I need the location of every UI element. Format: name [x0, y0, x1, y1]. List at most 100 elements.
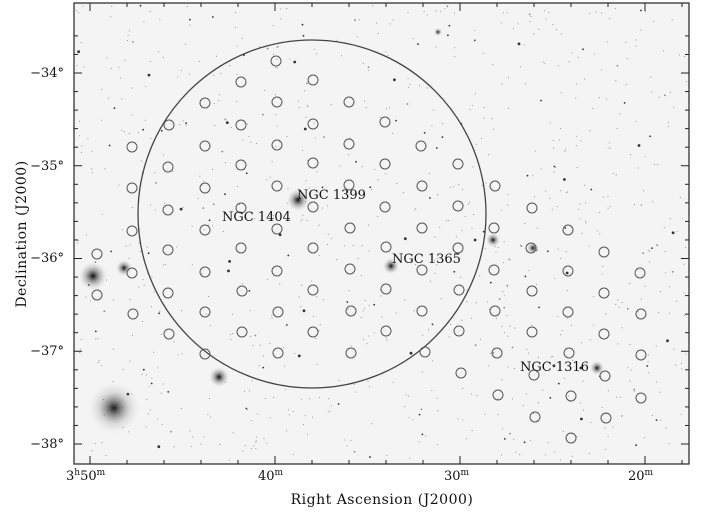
background-star — [454, 56, 456, 58]
field-marker — [345, 347, 357, 359]
background-star — [609, 18, 611, 20]
x-tick-label-30m: 30m — [444, 468, 470, 484]
background-star — [413, 209, 416, 211]
background-star — [110, 67, 113, 69]
background-star — [316, 53, 318, 55]
background-star — [593, 53, 595, 55]
background-star — [107, 97, 110, 99]
background-star — [633, 388, 636, 391]
background-star — [648, 372, 650, 374]
field-marker — [163, 328, 175, 340]
background-star — [417, 43, 419, 45]
field-marker — [199, 140, 211, 152]
background-star — [515, 451, 517, 453]
background-star — [172, 171, 174, 173]
background-star — [155, 182, 157, 184]
background-star — [284, 365, 286, 367]
background-star — [559, 334, 561, 336]
field-marker — [163, 119, 175, 131]
field-marker — [452, 200, 464, 212]
background-star — [421, 433, 424, 436]
background-star — [508, 107, 510, 109]
background-star — [680, 362, 682, 364]
background-star — [415, 207, 417, 209]
background-star — [154, 172, 156, 174]
background-star — [542, 61, 544, 63]
background-star — [656, 381, 658, 383]
background-star — [101, 213, 103, 215]
background-star — [581, 232, 583, 234]
background-star — [94, 442, 96, 445]
background-star — [266, 47, 269, 50]
background-star — [101, 365, 103, 367]
background-star — [329, 410, 331, 412]
background-star — [77, 242, 79, 244]
background-star — [208, 295, 210, 298]
background-star — [626, 58, 628, 60]
background-star — [627, 367, 629, 369]
background-star — [131, 87, 133, 89]
background-star — [189, 18, 191, 21]
background-star — [247, 409, 249, 411]
background-star — [480, 137, 483, 139]
background-star — [275, 66, 277, 68]
background-star — [355, 160, 357, 163]
background-star — [475, 143, 477, 145]
field-markers — [91, 55, 647, 444]
background-star — [439, 226, 441, 228]
background-star — [328, 398, 330, 400]
background-star — [307, 105, 309, 107]
background-star — [571, 455, 573, 457]
background-star — [253, 445, 255, 447]
background-star — [630, 154, 632, 156]
field-marker — [453, 284, 465, 296]
background-star — [220, 73, 222, 75]
background-star — [615, 174, 617, 176]
background-star — [436, 194, 439, 196]
background-star — [548, 12, 550, 14]
background-star — [619, 396, 621, 399]
background-star — [313, 315, 315, 317]
background-star — [555, 167, 557, 169]
background-star — [408, 417, 410, 419]
background-star — [395, 119, 397, 122]
background-star — [287, 187, 289, 189]
background-star — [470, 393, 472, 395]
background-star — [271, 314, 273, 316]
background-star — [607, 390, 609, 392]
background-star — [131, 206, 133, 209]
background-star — [582, 409, 584, 411]
background-star — [77, 50, 80, 54]
background-star — [431, 323, 434, 326]
background-star — [303, 127, 307, 131]
background-star — [488, 365, 490, 367]
background-star — [298, 296, 300, 298]
background-star — [635, 120, 637, 123]
background-star — [179, 124, 181, 126]
background-star — [409, 83, 411, 85]
background-star — [547, 441, 549, 443]
background-star — [228, 260, 232, 263]
background-star — [407, 395, 409, 397]
field-marker — [565, 432, 577, 444]
background-star — [644, 436, 646, 439]
background-star — [647, 249, 649, 251]
background-star — [615, 80, 617, 82]
background-star — [552, 23, 554, 26]
background-star — [374, 168, 376, 170]
background-star — [269, 176, 271, 178]
background-star — [331, 238, 333, 240]
background-star — [531, 324, 533, 326]
field-marker — [563, 347, 575, 359]
background-star — [503, 438, 506, 440]
background-star — [418, 413, 421, 416]
background-star — [228, 459, 230, 461]
background-star — [448, 24, 451, 27]
background-star — [685, 353, 687, 355]
background-star — [321, 207, 324, 209]
background-star — [137, 132, 140, 134]
background-star — [523, 441, 526, 444]
background-star — [361, 245, 363, 247]
background-star — [506, 284, 509, 287]
background-star — [658, 312, 660, 314]
